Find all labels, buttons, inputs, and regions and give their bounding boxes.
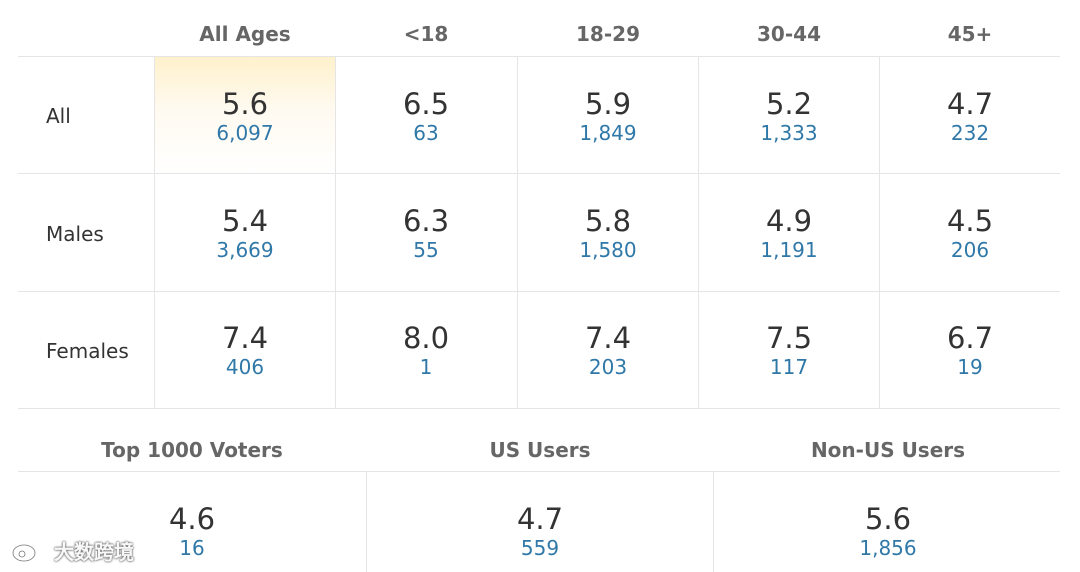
grid-line	[335, 56, 336, 408]
rating-cell: 6.7 19	[880, 322, 1060, 380]
rating-value: 6.5	[402, 87, 450, 121]
rating-cell: 4.7 232	[880, 88, 1060, 146]
rating-value: 5.8	[584, 204, 632, 238]
rating-value: 7.5	[765, 321, 813, 355]
vote-count-link[interactable]: 203	[588, 355, 628, 379]
column-header-45-plus: 45+	[947, 22, 993, 46]
grid-line	[366, 471, 367, 572]
weibo-logo-icon	[10, 537, 50, 564]
grid-line	[18, 471, 1060, 472]
vote-count-link[interactable]: 1	[419, 355, 433, 379]
rating-cell: 6.5 63	[336, 88, 516, 146]
rating-value: 5.6	[864, 502, 912, 536]
rating-value: 6.7	[946, 321, 994, 355]
column-header-us-users: US Users	[489, 438, 591, 462]
vote-count-link[interactable]: 3,669	[216, 238, 274, 262]
rating-cell: 5.4 3,669	[155, 205, 335, 263]
vote-count-link[interactable]: 6,097	[216, 121, 274, 145]
rating-cell: 7.5 117	[699, 322, 879, 380]
grid-line	[18, 56, 1060, 57]
vote-count-link[interactable]: 16	[179, 536, 205, 560]
rating-value: 5.6	[221, 87, 269, 121]
row-label-males: Males	[46, 222, 104, 246]
rating-cell: 8.0 1	[336, 322, 516, 380]
rating-cell: 4.5 206	[880, 205, 1060, 263]
rating-cell: 5.2 1,333	[699, 88, 879, 146]
rating-cell: 7.4 203	[518, 322, 698, 380]
vote-count-link[interactable]: 1,849	[579, 121, 637, 145]
highlight-selected-cell	[155, 57, 335, 173]
grid-line	[517, 56, 518, 408]
vote-count-link[interactable]: 55	[413, 238, 439, 262]
column-header-30-44: 30-44	[757, 22, 821, 46]
rating-value: 4.5	[946, 204, 994, 238]
rating-cell: 5.6 6,097	[155, 88, 335, 146]
vote-count-link[interactable]: 117	[769, 355, 809, 379]
rating-cell: 6.3 55	[336, 205, 516, 263]
rating-value: 4.7	[516, 502, 564, 536]
vote-count-link[interactable]: 406	[225, 355, 265, 379]
rating-value: 7.4	[221, 321, 269, 355]
rating-cell: 4.9 1,191	[699, 205, 879, 263]
grid-line	[879, 56, 880, 408]
column-header-all-ages: All Ages	[199, 22, 291, 46]
rating-value: 5.2	[765, 87, 813, 121]
grid-line	[18, 291, 1060, 292]
rating-cell: 5.8 1,580	[518, 205, 698, 263]
row-label-females: Females	[46, 339, 129, 363]
rating-value: 5.9	[584, 87, 632, 121]
column-header-non-us-users: Non-US Users	[810, 438, 966, 462]
rating-cell: 7.4 406	[155, 322, 335, 380]
vote-count-link[interactable]: 1,191	[760, 238, 818, 262]
grid-line	[154, 56, 155, 408]
rating-value: 7.4	[584, 321, 632, 355]
vote-count-link[interactable]: 63	[413, 121, 439, 145]
rating-value: 4.6	[168, 502, 216, 536]
grid-line	[18, 173, 1060, 174]
vote-count-link[interactable]: 1,580	[579, 238, 637, 262]
rating-value: 5.4	[221, 204, 269, 238]
vote-count-link[interactable]: 1,333	[760, 121, 818, 145]
column-header-18-29: 18-29	[576, 22, 640, 46]
rating-cell: 4.6 16	[102, 503, 282, 561]
row-label-all: All	[46, 104, 71, 128]
rating-cell: 4.7 559	[450, 503, 630, 561]
rating-value: 4.7	[946, 87, 994, 121]
watermark: 大数跨境	[10, 536, 134, 565]
grid-line	[698, 56, 699, 408]
vote-count-link[interactable]: 559	[520, 536, 560, 560]
grid-line	[713, 471, 714, 572]
grid-line	[18, 408, 1060, 409]
rating-value: 4.9	[765, 204, 813, 238]
rating-cell: 5.6 1,856	[798, 503, 978, 561]
column-header-under-18: <18	[403, 22, 449, 46]
rating-value: 8.0	[402, 321, 450, 355]
vote-count-link[interactable]: 19	[957, 355, 983, 379]
vote-count-link[interactable]: 206	[950, 238, 990, 262]
watermark-text: 大数跨境	[54, 540, 134, 564]
rating-cell: 5.9 1,849	[518, 88, 698, 146]
vote-count-link[interactable]: 1,856	[859, 536, 917, 560]
rating-value: 6.3	[402, 204, 450, 238]
vote-count-link[interactable]: 232	[950, 121, 990, 145]
column-header-top-1000-voters: Top 1000 Voters	[101, 438, 283, 462]
